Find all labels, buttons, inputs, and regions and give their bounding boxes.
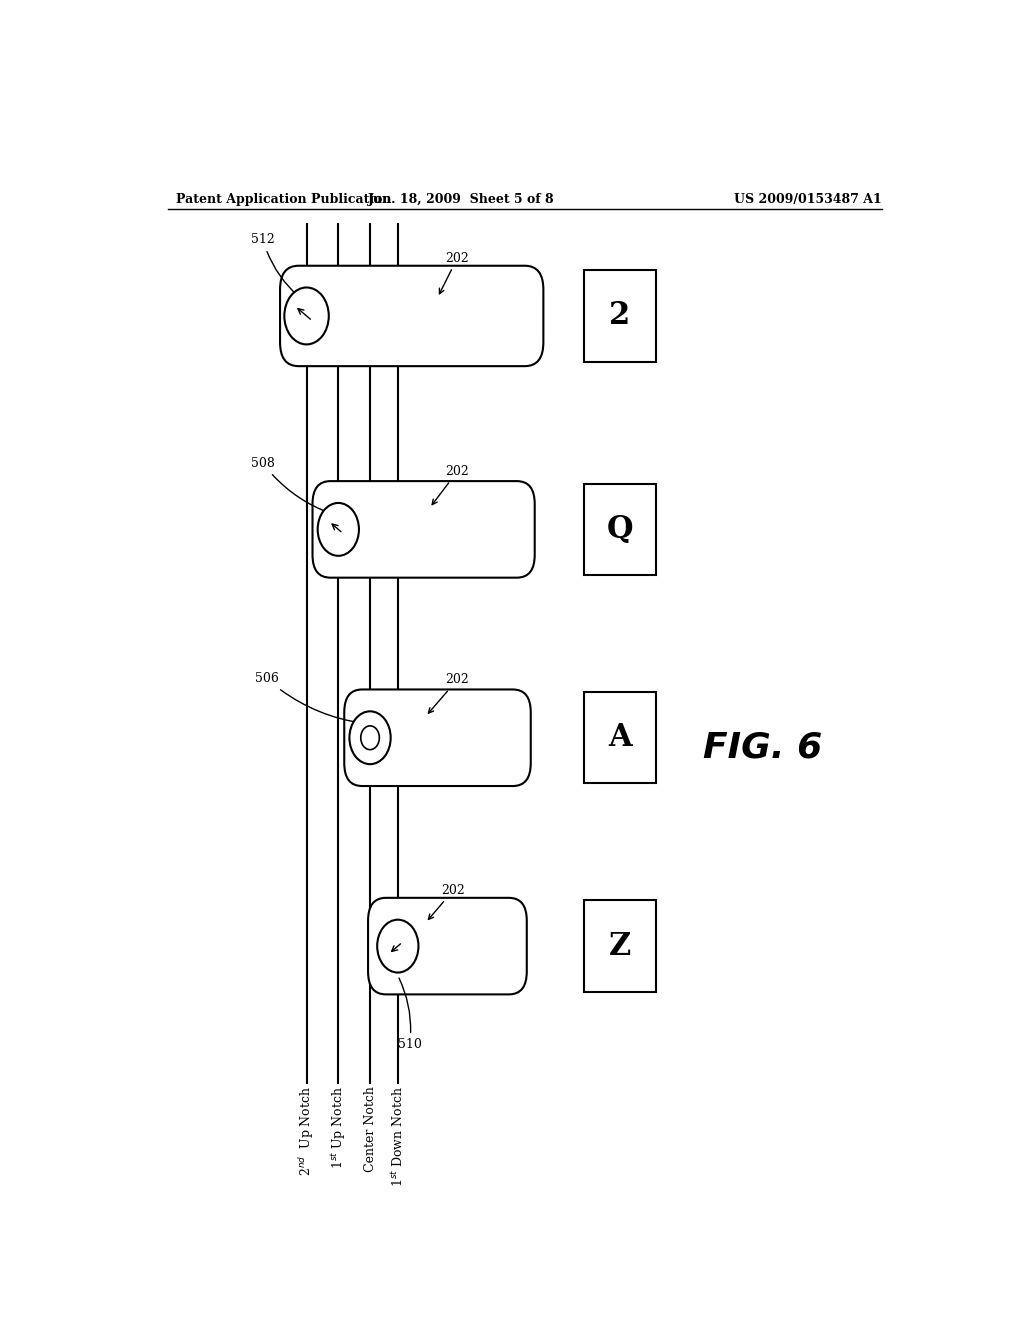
Text: 510: 510	[397, 978, 422, 1051]
FancyBboxPatch shape	[368, 898, 526, 994]
Text: 1$^{st}$ Down Notch: 1$^{st}$ Down Notch	[390, 1086, 406, 1187]
Bar	[585, 271, 655, 362]
Circle shape	[377, 920, 419, 973]
Bar	[585, 900, 655, 991]
Text: FIG. 6: FIG. 6	[703, 731, 822, 764]
FancyBboxPatch shape	[312, 480, 535, 578]
Text: Jun. 18, 2009  Sheet 5 of 8: Jun. 18, 2009 Sheet 5 of 8	[368, 193, 555, 206]
Bar	[585, 483, 655, 576]
FancyBboxPatch shape	[280, 265, 544, 366]
Text: 506: 506	[255, 672, 361, 723]
Text: Q: Q	[607, 513, 633, 545]
Text: US 2009/0153487 A1: US 2009/0153487 A1	[734, 193, 882, 206]
Circle shape	[317, 503, 359, 556]
Text: Center Notch: Center Notch	[364, 1086, 377, 1172]
Text: 202: 202	[432, 465, 469, 504]
Text: 202: 202	[428, 673, 469, 713]
Text: 202: 202	[428, 883, 465, 920]
Bar	[585, 692, 655, 784]
Circle shape	[360, 726, 379, 750]
Text: 2$^{nd}$  Up Notch: 2$^{nd}$ Up Notch	[297, 1086, 316, 1176]
Text: Z: Z	[609, 931, 631, 961]
FancyBboxPatch shape	[344, 689, 530, 785]
Text: 202: 202	[439, 252, 469, 294]
Circle shape	[349, 711, 391, 764]
Text: 1$^{st}$ Up Notch: 1$^{st}$ Up Notch	[329, 1086, 347, 1170]
Text: 508: 508	[251, 457, 330, 513]
Text: Patent Application Publication: Patent Application Publication	[176, 193, 391, 206]
Text: 512: 512	[251, 234, 299, 297]
Circle shape	[285, 288, 329, 345]
Text: A: A	[608, 722, 632, 754]
Text: 2: 2	[609, 301, 631, 331]
